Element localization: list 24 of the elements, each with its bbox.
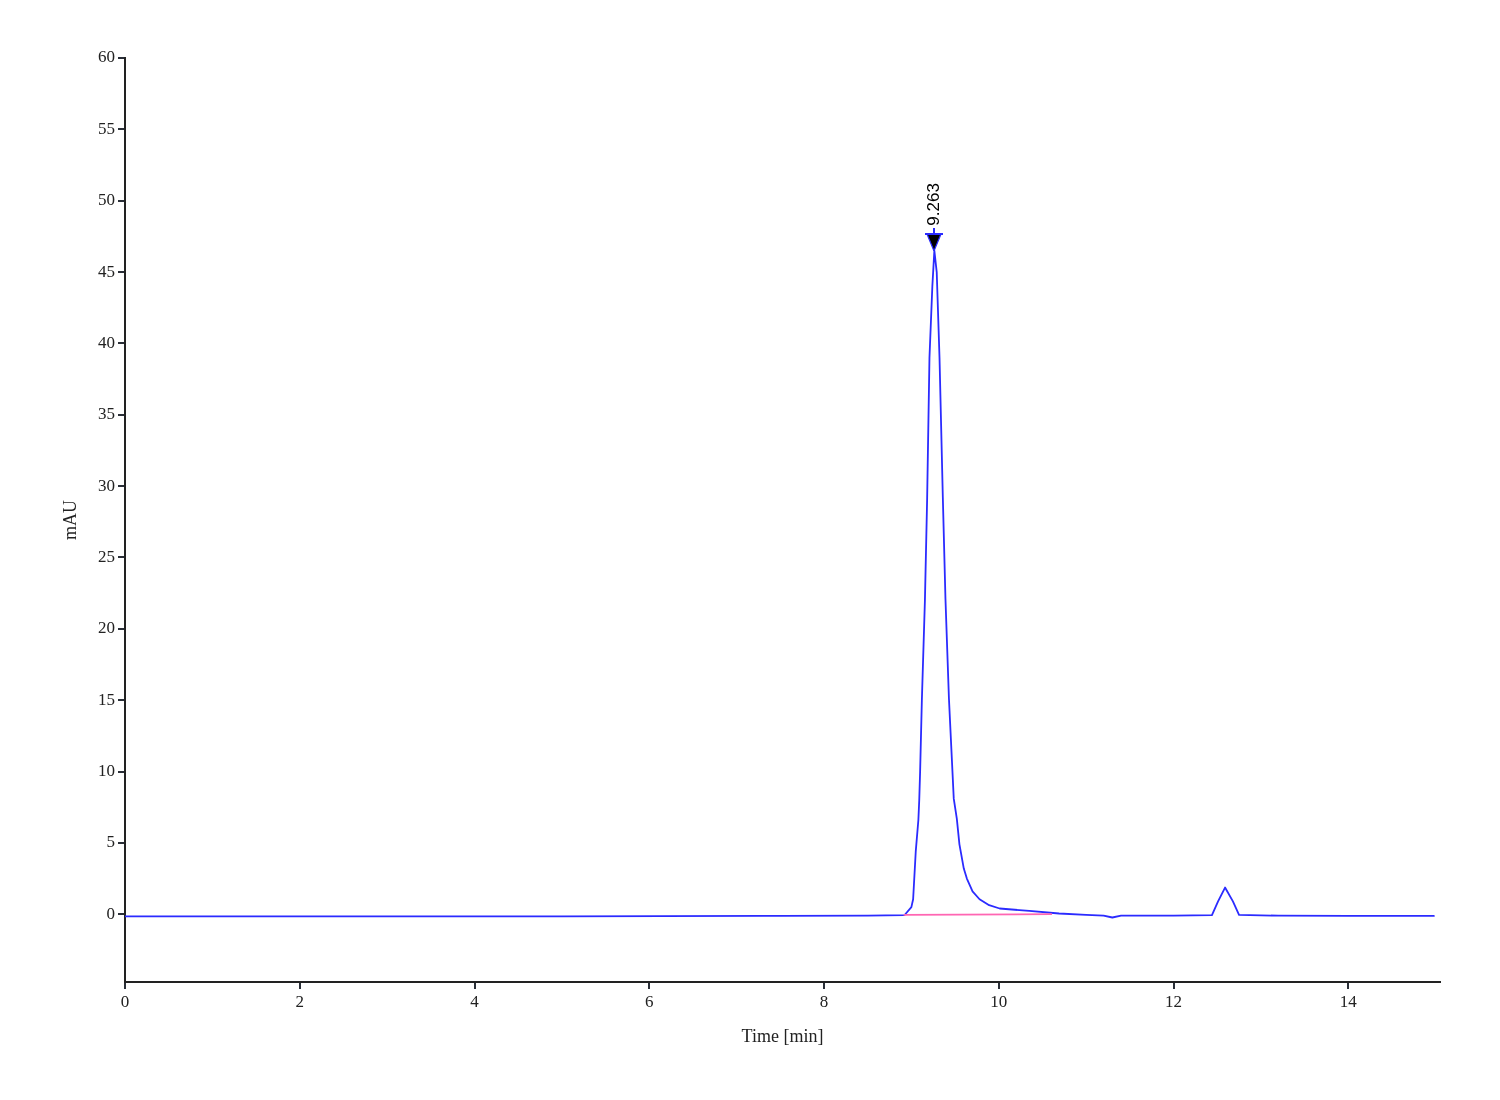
y-tick-label: 10: [98, 760, 115, 780]
y-tick-label: 60: [98, 47, 115, 67]
y-axis-title: mAU: [59, 500, 80, 540]
x-tick-label: 12: [1165, 991, 1183, 1011]
y-tick-label: 55: [98, 118, 115, 138]
x-tick-label: 2: [295, 991, 304, 1011]
y-tick-label: 0: [106, 903, 115, 923]
x-axis-title: Time [min]: [741, 1025, 824, 1046]
y-tick-label: 35: [98, 404, 115, 424]
x-tick-label: 14: [1339, 991, 1358, 1011]
annotation: 9.263: [924, 183, 944, 226]
y-tick-label: 30: [98, 475, 115, 495]
x-tick-label: 8: [819, 991, 829, 1011]
y-tick-label: 40: [98, 332, 115, 352]
x-tick-label: 6: [645, 991, 654, 1011]
y-tick-label: 5: [106, 832, 115, 852]
x-tick-label: 0: [120, 991, 130, 1011]
y-tick-label: 45: [98, 261, 115, 281]
x-tick-label: 10: [990, 991, 1008, 1011]
y-tick-label: 25: [98, 546, 115, 566]
y-tick-label: 50: [98, 190, 115, 210]
x-tick-label: 4: [470, 991, 480, 1011]
y-tick-label: 15: [98, 689, 115, 709]
y-tick-label: 20: [98, 618, 115, 638]
